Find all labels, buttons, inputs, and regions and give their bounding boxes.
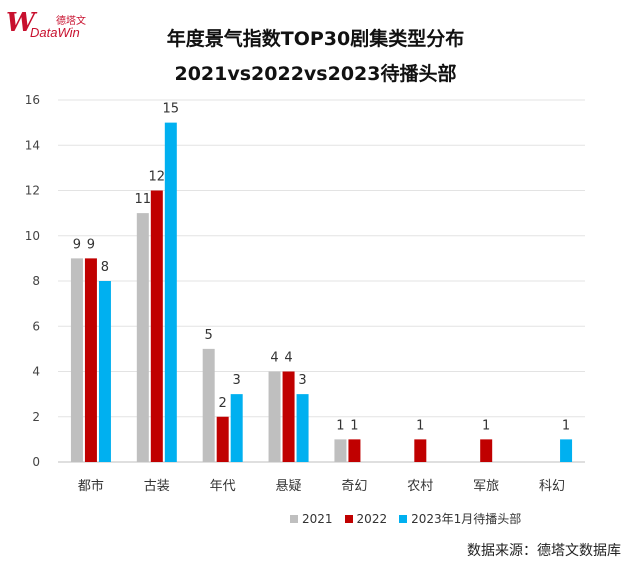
x-tick-label: 年代 xyxy=(210,479,236,494)
legend-swatch xyxy=(290,515,298,523)
bar xyxy=(334,439,347,462)
data-label: 9 xyxy=(87,237,95,252)
x-tick-label: 农村 xyxy=(407,479,433,494)
data-label: 2 xyxy=(219,396,227,411)
data-label: 3 xyxy=(298,373,306,388)
bar xyxy=(414,439,427,462)
bar xyxy=(216,416,229,462)
data-label: 1 xyxy=(336,418,344,433)
data-label: 4 xyxy=(270,351,278,366)
legend-label: 2023年1月待播头部 xyxy=(411,512,522,526)
y-tick-label: 10 xyxy=(25,229,40,243)
x-tick-label: 奇幻 xyxy=(341,478,367,494)
y-tick-label: 6 xyxy=(32,319,40,333)
bar xyxy=(150,190,163,462)
logo-chinese-name: 德塔文 xyxy=(56,16,86,27)
y-tick-label: 12 xyxy=(25,184,40,198)
data-label: 5 xyxy=(205,328,213,343)
bar xyxy=(70,258,83,462)
bar xyxy=(560,439,573,462)
legend-item: 2023年1月待播头部 xyxy=(399,510,521,527)
bar xyxy=(480,439,493,462)
data-source-note: 数据来源：德塔文数据库 xyxy=(467,543,621,559)
legend-swatch xyxy=(344,515,353,523)
legend-label: 2021 xyxy=(302,512,333,526)
datawin-logo: W 德塔文 DataWin xyxy=(6,8,96,42)
x-tick-label: 古装 xyxy=(144,479,170,494)
data-label: 11 xyxy=(135,192,152,207)
chart-legend: 2021 2022 2023年1月待播头部 xyxy=(290,510,533,527)
y-tick-label: 14 xyxy=(25,138,40,152)
bar xyxy=(136,213,149,462)
x-tick-label: 科幻 xyxy=(539,479,565,494)
data-label: 9 xyxy=(73,237,81,252)
x-tick-label: 悬疑 xyxy=(276,478,302,494)
y-tick-label: 4 xyxy=(32,365,40,379)
data-label: 4 xyxy=(284,351,292,366)
bar xyxy=(296,394,309,462)
data-label: 1 xyxy=(482,418,490,433)
data-label: 3 xyxy=(233,373,241,388)
legend-label: 2022 xyxy=(356,512,388,526)
chart-subtitle: 2021vs2022vs2023待播头部 xyxy=(174,63,457,85)
x-tick-label: 都市 xyxy=(78,478,104,494)
bar xyxy=(84,258,97,462)
chart-title: 年度景气指数TOP30剧集类型分布 xyxy=(166,28,465,50)
y-tick-label: 8 xyxy=(32,274,40,288)
data-label: 1 xyxy=(416,418,424,433)
bar xyxy=(98,281,111,462)
x-tick-label: 军旅 xyxy=(473,479,499,494)
bar xyxy=(282,371,295,462)
data-label: 8 xyxy=(101,260,109,275)
bar xyxy=(202,348,215,462)
bar xyxy=(164,122,177,462)
legend-swatch xyxy=(399,515,408,523)
data-label: 12 xyxy=(149,170,166,185)
data-label: 15 xyxy=(163,102,180,117)
y-tick-label: 0 xyxy=(32,455,40,469)
bar xyxy=(230,394,243,462)
logo-mark: W xyxy=(6,8,36,38)
legend-item: 2021 xyxy=(290,512,333,526)
logo-english-name: DataWin xyxy=(30,25,80,40)
y-tick-label: 16 xyxy=(25,93,40,107)
data-label: 1 xyxy=(562,418,570,433)
y-tick-label: 2 xyxy=(32,410,40,424)
data-label: 1 xyxy=(350,418,358,433)
legend-item: 2022 xyxy=(344,512,388,526)
bar xyxy=(348,439,361,462)
bar xyxy=(268,371,281,462)
